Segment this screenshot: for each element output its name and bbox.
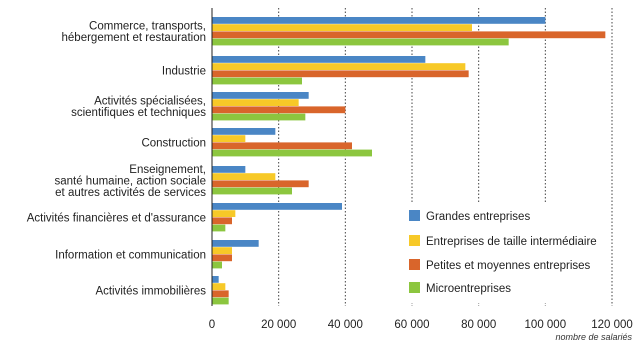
x-tick-label: 100 000 bbox=[525, 319, 567, 331]
bar bbox=[212, 210, 236, 217]
bar bbox=[212, 38, 509, 46]
bar bbox=[212, 128, 276, 135]
bar bbox=[212, 24, 472, 31]
bar bbox=[212, 92, 309, 99]
bar bbox=[212, 77, 302, 85]
category-label: santé humaine, action sociale bbox=[54, 175, 206, 187]
bar bbox=[212, 142, 352, 150]
legend-label: Entreprises de taille intermédiaire bbox=[426, 236, 597, 248]
category-label: et autres activités de services bbox=[55, 187, 206, 199]
category-label: Enseignement, bbox=[129, 164, 206, 176]
category-label: Activités spécialisées, bbox=[94, 96, 206, 108]
bar bbox=[212, 254, 232, 262]
category-label: scientifiques et techniques bbox=[71, 107, 206, 119]
legend-swatch bbox=[409, 259, 420, 270]
legend: Grandes entreprises Entreprises de taille… bbox=[404, 203, 611, 303]
legend-swatch bbox=[409, 235, 420, 246]
category-labels: Commerce, transports,hébergement et rest… bbox=[27, 21, 207, 298]
bar bbox=[212, 70, 469, 78]
bar bbox=[212, 187, 292, 195]
category-label: Commerce, transports, bbox=[89, 21, 206, 33]
bar bbox=[212, 17, 546, 24]
legend-box bbox=[404, 203, 611, 303]
bars bbox=[212, 17, 606, 305]
bar bbox=[212, 106, 346, 114]
legend-swatch bbox=[409, 282, 420, 293]
x-tick-label: 40 000 bbox=[328, 319, 363, 331]
bar bbox=[212, 240, 259, 247]
bar bbox=[212, 217, 232, 225]
bar bbox=[212, 149, 372, 157]
bar bbox=[212, 180, 309, 188]
bar bbox=[212, 224, 226, 232]
bar bbox=[212, 173, 276, 180]
category-label: Construction bbox=[141, 137, 206, 149]
x-tick-label: 60 000 bbox=[394, 319, 429, 331]
category-label: Information et communication bbox=[55, 249, 206, 261]
legend-label: Petites et moyennes entreprises bbox=[426, 260, 591, 272]
bar bbox=[212, 166, 246, 173]
x-axis-label: nombre de salariés bbox=[555, 332, 632, 342]
category-label: Activités financières et d'assurance bbox=[27, 212, 206, 224]
category-label: Industrie bbox=[162, 65, 206, 77]
bar bbox=[212, 283, 226, 290]
x-tick-labels: 0 20 000 40 000 60 000 80 000 100 000 120 000 bbox=[209, 319, 633, 331]
legend-label: Microentreprises bbox=[426, 283, 511, 295]
x-tick-label: 0 bbox=[209, 319, 215, 331]
bar bbox=[212, 276, 219, 283]
category-label: hébergement et restauration bbox=[62, 32, 206, 44]
bar bbox=[212, 99, 299, 106]
bar bbox=[212, 56, 426, 63]
bar bbox=[212, 113, 306, 121]
bar bbox=[212, 261, 222, 269]
x-tick-label: 120 000 bbox=[591, 319, 633, 331]
bar bbox=[212, 135, 246, 142]
bar bbox=[212, 31, 606, 39]
bar bbox=[212, 63, 466, 70]
bar bbox=[212, 297, 229, 305]
legend-label: Grandes entreprises bbox=[426, 211, 530, 223]
bar bbox=[212, 203, 342, 210]
bar bbox=[212, 290, 229, 298]
bar bbox=[212, 247, 232, 254]
legend-swatch bbox=[409, 210, 420, 221]
category-label: Activités immobilières bbox=[95, 285, 206, 297]
x-tick-label: 80 000 bbox=[461, 319, 496, 331]
x-tick-label: 20 000 bbox=[261, 319, 296, 331]
